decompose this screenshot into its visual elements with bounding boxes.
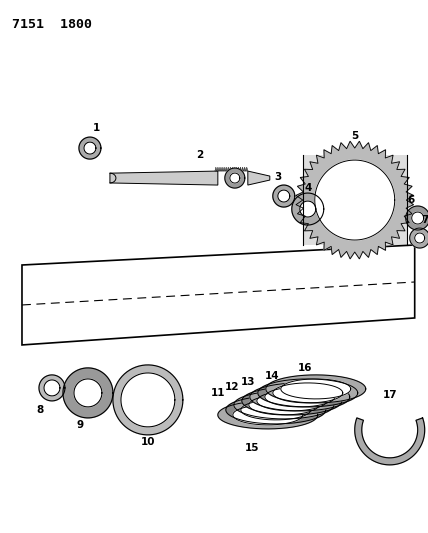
Polygon shape xyxy=(296,141,413,259)
Text: 2: 2 xyxy=(196,150,203,160)
Polygon shape xyxy=(406,206,428,230)
Polygon shape xyxy=(217,167,219,171)
Text: 10: 10 xyxy=(141,437,155,447)
Polygon shape xyxy=(219,167,221,171)
Polygon shape xyxy=(230,173,240,183)
Polygon shape xyxy=(238,167,240,171)
Polygon shape xyxy=(265,387,335,407)
Polygon shape xyxy=(242,387,342,415)
Polygon shape xyxy=(242,167,244,171)
Polygon shape xyxy=(225,167,227,171)
Text: 8: 8 xyxy=(36,405,44,415)
Polygon shape xyxy=(84,142,96,154)
Text: 17: 17 xyxy=(382,390,397,400)
Polygon shape xyxy=(226,396,326,424)
Text: 4: 4 xyxy=(304,183,312,193)
Polygon shape xyxy=(233,405,303,425)
Text: 13: 13 xyxy=(241,377,255,387)
Text: 7151  1800: 7151 1800 xyxy=(12,18,92,31)
Text: 6: 6 xyxy=(407,195,414,205)
Polygon shape xyxy=(292,193,324,225)
Polygon shape xyxy=(273,185,295,207)
Polygon shape xyxy=(74,379,102,407)
Polygon shape xyxy=(39,375,65,401)
Text: 1: 1 xyxy=(93,123,101,133)
Polygon shape xyxy=(278,190,290,202)
Polygon shape xyxy=(234,391,334,419)
Polygon shape xyxy=(113,365,183,435)
Polygon shape xyxy=(300,201,316,217)
Polygon shape xyxy=(221,167,223,171)
Text: 14: 14 xyxy=(265,371,279,381)
Polygon shape xyxy=(229,167,231,171)
Polygon shape xyxy=(79,137,101,159)
Polygon shape xyxy=(250,383,350,411)
Polygon shape xyxy=(235,167,238,171)
Polygon shape xyxy=(215,167,217,171)
Polygon shape xyxy=(110,171,218,185)
Polygon shape xyxy=(266,375,366,403)
Text: 11: 11 xyxy=(211,388,225,398)
Polygon shape xyxy=(410,228,428,248)
Polygon shape xyxy=(233,167,235,171)
Polygon shape xyxy=(240,167,242,171)
Polygon shape xyxy=(273,383,343,403)
Polygon shape xyxy=(249,395,319,415)
Text: 9: 9 xyxy=(76,420,83,430)
Polygon shape xyxy=(355,418,425,465)
Polygon shape xyxy=(412,212,424,224)
Polygon shape xyxy=(63,368,113,418)
Polygon shape xyxy=(121,373,175,427)
Polygon shape xyxy=(231,167,233,171)
Polygon shape xyxy=(227,167,229,171)
Polygon shape xyxy=(246,167,248,171)
Polygon shape xyxy=(415,233,425,243)
Polygon shape xyxy=(257,391,327,411)
Polygon shape xyxy=(315,160,395,240)
Polygon shape xyxy=(241,400,311,420)
Text: 16: 16 xyxy=(297,363,312,373)
Polygon shape xyxy=(248,171,270,185)
Text: 15: 15 xyxy=(244,443,259,453)
Polygon shape xyxy=(218,401,318,429)
Polygon shape xyxy=(281,379,351,399)
Polygon shape xyxy=(303,155,407,245)
Text: 5: 5 xyxy=(351,131,358,141)
Polygon shape xyxy=(223,167,225,171)
Text: 3: 3 xyxy=(274,172,282,182)
Polygon shape xyxy=(44,380,60,396)
Polygon shape xyxy=(225,168,245,188)
Polygon shape xyxy=(258,379,358,407)
Polygon shape xyxy=(244,167,246,171)
Text: 7: 7 xyxy=(421,215,428,225)
Text: 12: 12 xyxy=(225,382,239,392)
